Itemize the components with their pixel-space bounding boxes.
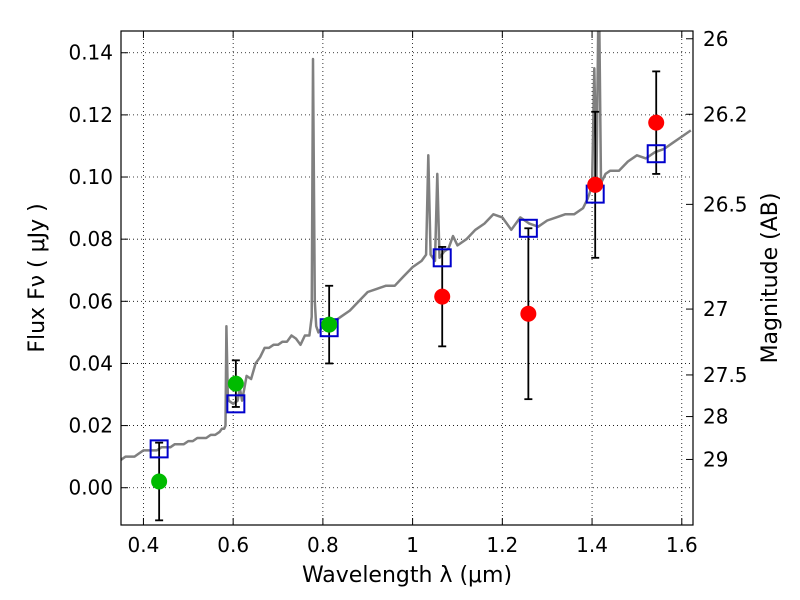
data-point-marker xyxy=(648,114,665,131)
y-tick-label: 0.14 xyxy=(68,41,113,65)
y2-tick-label: 26 xyxy=(703,27,728,51)
x-tick-label: 0.8 xyxy=(307,533,339,557)
x-axis-label: Wavelength λ (μm) xyxy=(302,563,512,588)
y2-tick-label: 27 xyxy=(703,297,728,321)
model-square-marker xyxy=(646,144,666,164)
y2-tick-label: 26.2 xyxy=(703,102,748,126)
y-tick-label: 0.10 xyxy=(68,165,113,189)
model-square-marker xyxy=(149,439,169,459)
x-tick-label: 1.6 xyxy=(666,533,698,557)
errorbar-layer xyxy=(155,70,661,522)
plot-frame xyxy=(120,30,694,526)
y-tick-label: 0.02 xyxy=(68,414,113,438)
y-axis-label: Flux Fν ( μJy ) xyxy=(25,203,50,352)
data-point-marker xyxy=(321,316,338,333)
y2-axis-label: Magnitude (AB) xyxy=(758,193,783,364)
y2-axis: 26 26.2 26.5 27 27.5 28 29 xyxy=(686,27,748,471)
x-tick-label: 1.2 xyxy=(486,533,518,557)
x-tick-label: 1.4 xyxy=(576,533,608,557)
y-tick-label: 0.12 xyxy=(68,103,113,127)
y-tick-label: 0.00 xyxy=(68,476,113,500)
y-axis: 0.00 0.02 0.04 0.06 0.08 0.10 0.12 0.14 xyxy=(68,41,128,500)
data-point-marker xyxy=(227,375,244,392)
y2-tick-label: 26.5 xyxy=(703,192,748,216)
data-point-marker xyxy=(151,473,168,490)
y2-tick-label: 27.5 xyxy=(703,363,748,387)
spectrum-line xyxy=(121,31,692,461)
plot-area xyxy=(121,31,692,522)
x-axis: 0.4 0.6 0.8 1 1.2 1.4 1.6 xyxy=(128,31,698,557)
model-square-marker xyxy=(518,218,538,238)
y2-tick-label: 29 xyxy=(703,447,728,471)
y-tick-label: 0.08 xyxy=(68,227,113,251)
x-tick-label: 0.4 xyxy=(128,533,160,557)
spectrum-layer xyxy=(121,31,692,461)
y-tick-label: 0.04 xyxy=(68,351,113,375)
x-tick-label: 0.6 xyxy=(217,533,249,557)
data-point-marker xyxy=(587,176,604,193)
marker-layer xyxy=(149,114,666,490)
model-square-marker xyxy=(432,248,452,268)
data-point-marker xyxy=(520,305,537,322)
grid xyxy=(121,31,693,525)
model-square-marker xyxy=(226,394,246,414)
data-point-marker xyxy=(434,288,451,305)
y2-tick-label: 28 xyxy=(703,405,728,429)
x-tick-label: 1 xyxy=(406,533,419,557)
y-tick-label: 0.06 xyxy=(68,289,113,313)
